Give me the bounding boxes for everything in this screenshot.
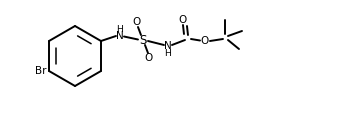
Text: N: N: [116, 31, 124, 41]
Text: H: H: [116, 25, 123, 34]
Text: S: S: [139, 34, 147, 46]
Text: N: N: [164, 41, 172, 51]
Text: O: O: [179, 15, 187, 25]
Text: O: O: [133, 17, 141, 27]
Text: O: O: [145, 53, 153, 63]
Text: O: O: [201, 36, 209, 46]
Text: Br: Br: [35, 66, 46, 76]
Text: H: H: [165, 49, 171, 59]
